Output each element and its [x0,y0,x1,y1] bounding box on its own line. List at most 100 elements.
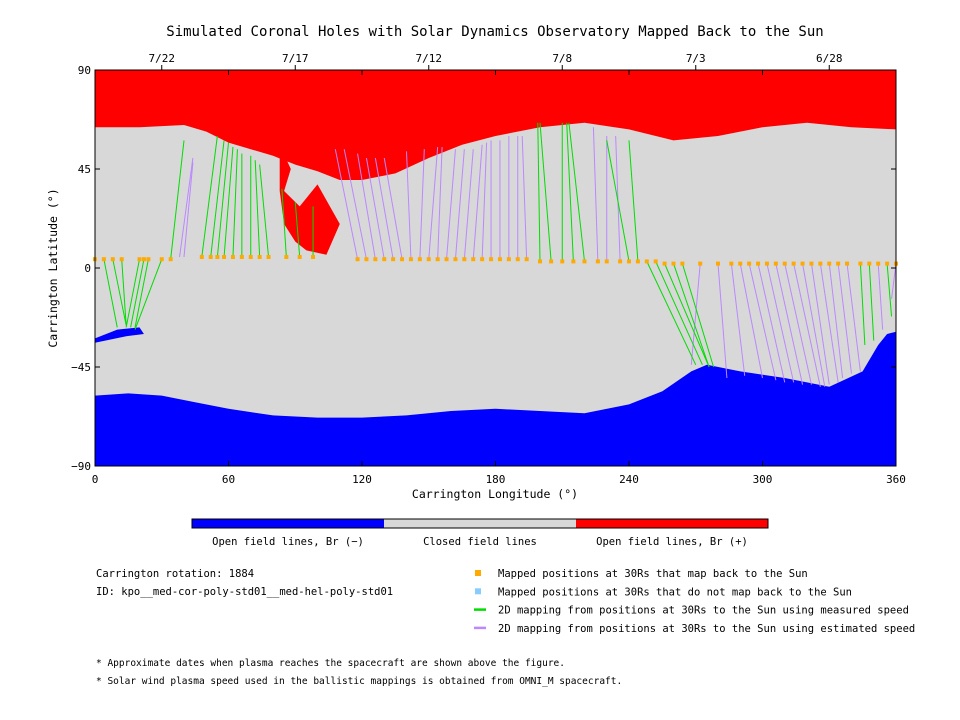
x-tick-label: 120 [352,473,372,486]
estimated-mapping-line [739,263,763,379]
measured-mapping-line [232,149,238,258]
estimated-mapping-line [810,263,830,385]
mapped-position-point [137,257,142,262]
mapped-position-point [627,259,631,264]
estimated-mapping-line [846,263,861,372]
negative-open-field-region [95,331,896,466]
mapped-positions [93,255,898,266]
mapped-position-point [497,257,502,262]
x-tick-label: 60 [222,473,235,486]
mapped-position-point [489,257,494,262]
mapped-position-point [284,255,289,259]
mapped-position-point [417,257,422,262]
measured-mapping-line [112,259,127,326]
mapped-position-point [782,261,787,266]
mapped-position-point [738,261,743,266]
estimated-mapping-line [472,144,483,260]
estimated-mapping-line [766,263,795,383]
mapped-position-point [671,261,676,266]
mapped-position-point [248,255,253,259]
mapped-position-point [747,261,752,266]
estimated-mapping-line [793,263,821,387]
measured-mapping-line [130,259,145,328]
measured-speed-mappings [94,122,897,368]
measured-mapping-line [628,140,639,262]
colorbar-label: Open field lines, Br (+) [596,536,748,548]
mapped-position-point [230,255,235,259]
estimated-mapping-line [757,263,786,383]
mapped-position-point [729,261,734,266]
mapped-position-point [618,259,623,264]
y-axis-label: Carrington Latitude (°) [46,188,60,347]
mapped-position-point [159,257,164,262]
mapped-position-point [867,261,872,266]
x-tick-label: 360 [886,473,906,486]
measured-mapping-line [886,263,893,317]
mapped-position-point [716,261,720,266]
measured-mapping-line [566,122,574,262]
estimated-mapping-line [446,149,456,260]
model-id: ID: kpo__med-cor-poly-std01__med-hel-pol… [96,586,393,598]
x-tick-label: 0 [92,473,99,486]
mapped-position-point [297,255,302,259]
measured-mapping-line [537,122,541,262]
y-tick-label: −90 [71,460,91,473]
x-tick-label: 240 [619,473,639,486]
estimated-mapping-line [717,263,728,379]
estimated-mapping-line [784,263,812,385]
estimated-mapping-line [365,157,385,260]
estimated-mapping-line [357,153,376,260]
mapped-position-point [515,257,520,262]
estimated-mapping-line [406,151,412,260]
mapped-position-point [800,261,805,266]
mapped-position-point [595,259,600,264]
measured-mapping-line [134,259,149,328]
closed-field-island [798,369,821,378]
mapped-position-point [827,261,832,266]
mapped-position-point [764,261,769,266]
mapped-position-point [266,255,271,259]
legend-marker [475,588,481,595]
measured-mapping-line [103,259,118,328]
mapped-position-point [836,261,841,266]
date-label: 7/17 [282,52,309,65]
x-tick-label: 300 [753,473,773,486]
mapped-position-point [845,261,850,266]
measured-mapping-line [568,122,585,262]
measured-mapping-line [259,164,270,258]
measured-mapping-line [210,140,225,258]
legend-label: 2D mapping from positions at 30Rs to the… [498,623,915,635]
measured-mapping-line [216,142,229,258]
mapped-position-point [110,257,115,262]
mapped-position-point [208,255,213,259]
mapped-position-point [698,261,703,266]
chart-title: Simulated Coronal Holes with Solar Dynam… [166,24,823,40]
colorbar-frame [191,518,769,529]
measured-mapping-line [859,263,866,346]
estimated-mapping-line [775,263,804,385]
measured-mapping-line [121,259,127,326]
legend-marker [475,570,481,576]
measured-mapping-line [134,259,163,330]
mapped-position-point [818,261,823,266]
estimated-mapping-line [481,142,488,260]
measured-mapping-line [294,201,301,258]
x-axis-ticks: 0 60 120 180 240 300 360 [92,70,906,486]
colorbar-label: Closed field lines [423,536,537,548]
measured-mapping-line [673,263,710,368]
mapped-position-point [101,257,106,262]
mapped-position-point [215,255,220,259]
measured-mapping-line [655,261,703,366]
mapped-position-point [773,261,778,266]
note-speed: * Solar wind plasma speed used in the ba… [96,676,622,687]
mapped-position-point [885,261,890,266]
mapped-position-point [538,259,542,264]
measured-mapping-line [281,188,287,258]
plot-area [93,69,898,467]
mapped-position-point [453,257,458,262]
mapped-position-point [311,255,316,259]
mapped-position-point [391,257,396,262]
legend: Mapped positions at 30Rs that map back t… [474,568,915,635]
mapped-position-point [168,257,173,262]
